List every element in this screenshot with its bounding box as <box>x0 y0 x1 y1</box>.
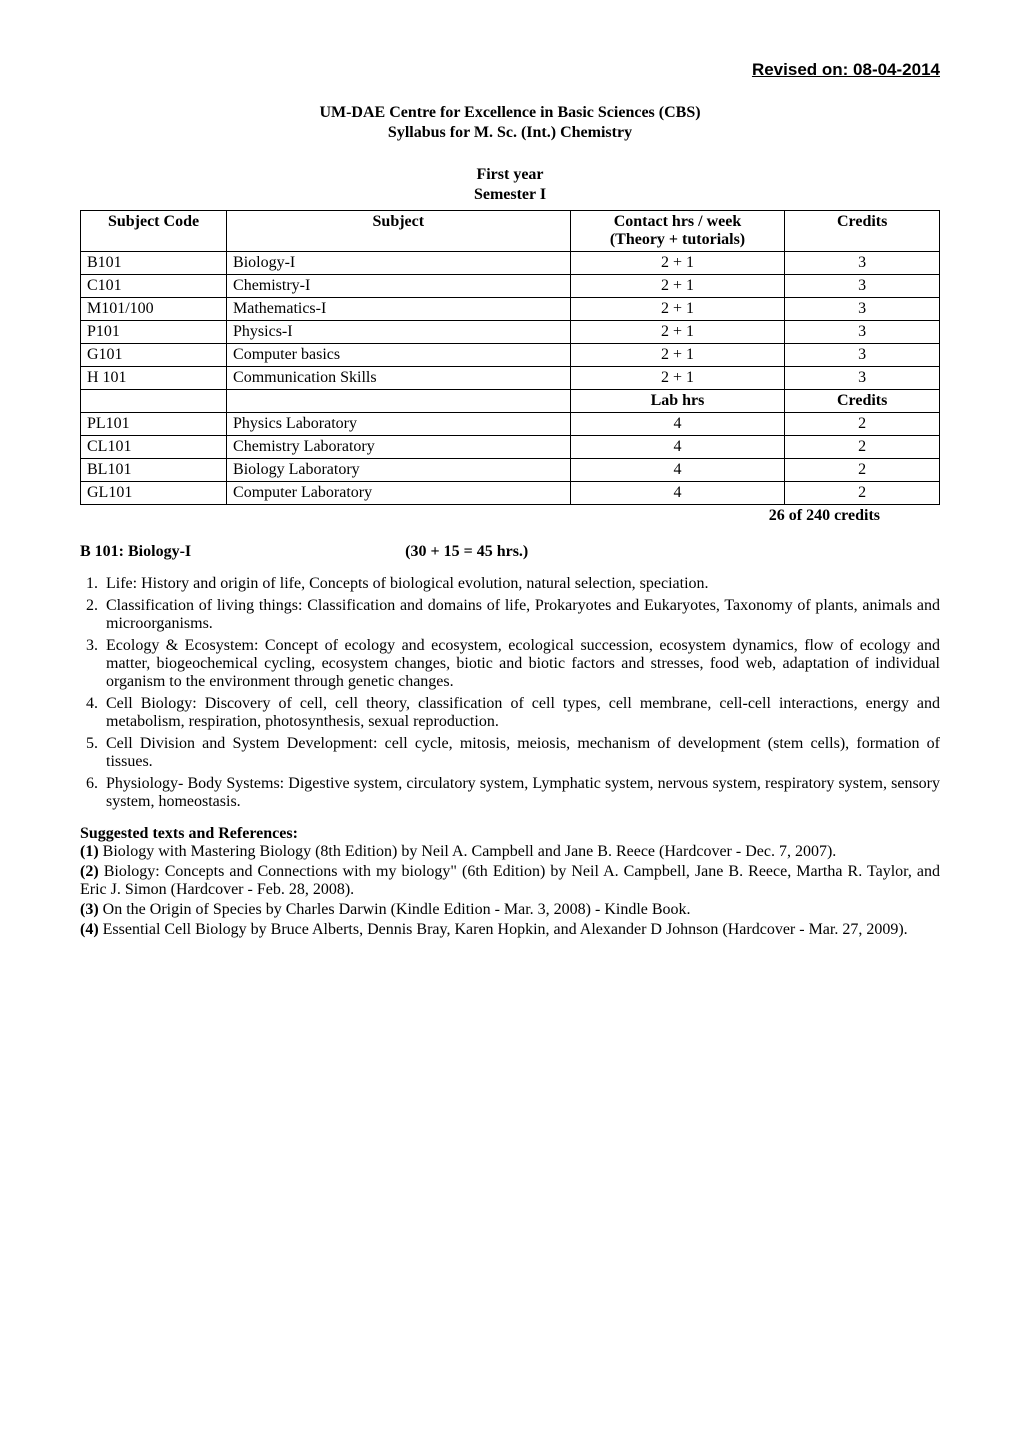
cell-credits: 3 <box>785 252 940 275</box>
reference-item: (4) Essential Cell Biology by Bruce Albe… <box>80 921 940 939</box>
table-row: PL101 Physics Laboratory 4 2 <box>81 413 940 436</box>
table-row: C101 Chemistry-I 2 + 1 3 <box>81 275 940 298</box>
cell-subject: Mathematics-I <box>227 298 571 321</box>
cell-code: CL101 <box>81 436 227 459</box>
ref-text: Essential Cell Biology by Bruce Alberts,… <box>99 921 908 938</box>
lab-credits-label: Credits <box>837 392 887 409</box>
references-heading: Suggested texts and References: <box>80 825 940 843</box>
cell-subject: Biology-I <box>227 252 571 275</box>
table-row: H 101 Communication Skills 2 + 1 3 <box>81 367 940 390</box>
cell-code: PL101 <box>81 413 227 436</box>
table-row: M101/100 Mathematics-I 2 + 1 3 <box>81 298 940 321</box>
cell-hrs: 2 + 1 <box>570 252 785 275</box>
cell-credits: 2 <box>785 482 940 505</box>
list-item: Ecology & Ecosystem: Concept of ecology … <box>102 637 940 691</box>
list-item: Cell Division and System Development: ce… <box>102 735 940 771</box>
org-title: UM-DAE Centre for Excellence in Basic Sc… <box>80 104 940 122</box>
year-label: First year <box>80 166 940 184</box>
ref-num: (1) <box>80 843 99 860</box>
semester-label: Semester I <box>80 186 940 204</box>
cell-subject: Computer basics <box>227 344 571 367</box>
syllabus-table: Subject Code Subject Contact hrs / week … <box>80 210 940 505</box>
ref-text: Biology: Concepts and Connections with m… <box>80 863 940 898</box>
course-heading: B 101: Biology-I (30 + 15 = 45 hrs.) <box>80 543 940 561</box>
col-hrs-line2: (Theory + tutorials) <box>610 231 745 248</box>
reference-item: (2) Biology: Concepts and Connections wi… <box>80 863 940 899</box>
ref-num: (4) <box>80 921 99 938</box>
table-row: B101 Biology-I 2 + 1 3 <box>81 252 940 275</box>
cell-lab-hrs-header: Lab hrs <box>570 390 785 413</box>
table-row: P101 Physics-I 2 + 1 3 <box>81 321 940 344</box>
list-item: Cell Biology: Discovery of cell, cell th… <box>102 695 940 731</box>
credits-total: 26 of 240 credits <box>80 507 940 525</box>
list-item: Life: History and origin of life, Concep… <box>102 575 940 593</box>
lab-header-row: Lab hrs Credits <box>81 390 940 413</box>
course-code-title: B 101: Biology-I <box>80 543 191 560</box>
cell-hrs: 4 <box>570 459 785 482</box>
cell-code: GL101 <box>81 482 227 505</box>
col-credits: Credits <box>785 211 940 252</box>
cell-credits: 3 <box>785 367 940 390</box>
cell-credits: 3 <box>785 298 940 321</box>
cell-code: P101 <box>81 321 227 344</box>
cell-subject: Chemistry-I <box>227 275 571 298</box>
cell-code: M101/100 <box>81 298 227 321</box>
cell-subject: Communication Skills <box>227 367 571 390</box>
cell-code: H 101 <box>81 367 227 390</box>
cell-subject: Biology Laboratory <box>227 459 571 482</box>
cell-hrs: 4 <box>570 436 785 459</box>
lab-hrs-label: Lab hrs <box>651 392 705 409</box>
ref-num: (2) <box>80 863 99 880</box>
cell-credits: 3 <box>785 275 940 298</box>
cell-empty <box>81 390 227 413</box>
revised-date: Revised on: 08-04-2014 <box>80 60 940 80</box>
cell-subject: Physics Laboratory <box>227 413 571 436</box>
table-row: CL101 Chemistry Laboratory 4 2 <box>81 436 940 459</box>
ref-num: (3) <box>80 901 99 918</box>
ref-text: On the Origin of Species by Charles Darw… <box>99 901 691 918</box>
ref-text: Biology with Mastering Biology (8th Edit… <box>99 843 837 860</box>
reference-item: (1) Biology with Mastering Biology (8th … <box>80 843 940 861</box>
cell-hrs: 2 + 1 <box>570 321 785 344</box>
cell-code: BL101 <box>81 459 227 482</box>
cell-hrs: 2 + 1 <box>570 275 785 298</box>
list-item: Physiology- Body Systems: Digestive syst… <box>102 775 940 811</box>
col-subject-code: Subject Code <box>81 211 227 252</box>
cell-hrs: 4 <box>570 413 785 436</box>
cell-subject: Chemistry Laboratory <box>227 436 571 459</box>
cell-subject: Physics-I <box>227 321 571 344</box>
cell-hrs: 2 + 1 <box>570 298 785 321</box>
cell-credits: 3 <box>785 321 940 344</box>
cell-subject: Computer Laboratory <box>227 482 571 505</box>
course-hours: (30 + 15 = 45 hrs.) <box>405 543 528 560</box>
cell-code: G101 <box>81 344 227 367</box>
table-row: G101 Computer basics 2 + 1 3 <box>81 344 940 367</box>
table-row: GL101 Computer Laboratory 4 2 <box>81 482 940 505</box>
table-header-row: Subject Code Subject Contact hrs / week … <box>81 211 940 252</box>
table-row: BL101 Biology Laboratory 4 2 <box>81 459 940 482</box>
cell-code: C101 <box>81 275 227 298</box>
cell-empty <box>227 390 571 413</box>
cell-hrs: 2 + 1 <box>570 344 785 367</box>
programme-title: Syllabus for M. Sc. (Int.) Chemistry <box>80 124 940 142</box>
col-contact-hrs: Contact hrs / week (Theory + tutorials) <box>570 211 785 252</box>
cell-credits: 2 <box>785 413 940 436</box>
col-hrs-line1: Contact hrs / week <box>614 213 742 230</box>
topics-list: Life: History and origin of life, Concep… <box>80 575 940 811</box>
cell-lab-credits-header: Credits <box>785 390 940 413</box>
cell-credits: 2 <box>785 459 940 482</box>
cell-hrs: 2 + 1 <box>570 367 785 390</box>
cell-credits: 2 <box>785 436 940 459</box>
cell-credits: 3 <box>785 344 940 367</box>
reference-item: (3) On the Origin of Species by Charles … <box>80 901 940 919</box>
cell-hrs: 4 <box>570 482 785 505</box>
cell-code: B101 <box>81 252 227 275</box>
list-item: Classification of living things: Classif… <box>102 597 940 633</box>
col-subject: Subject <box>227 211 571 252</box>
